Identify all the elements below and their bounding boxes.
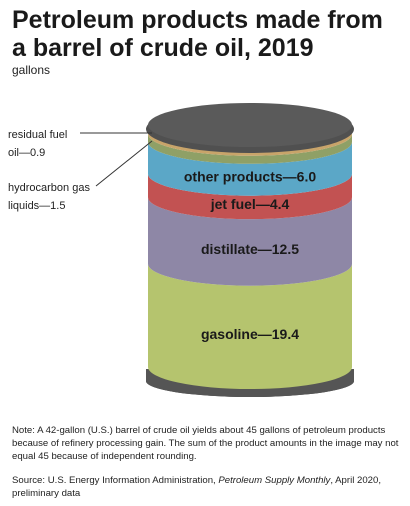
unit-label: gallons: [12, 63, 51, 77]
barrel-segment-hydrocarbon-gas-liquids: [148, 133, 352, 164]
barrel-top-lid-inner: [148, 103, 352, 147]
barrel-segment-other-products: [148, 141, 352, 196]
segment-label-distillate: distillate—12.5: [201, 241, 299, 257]
chart-title: Petroleum products made from a barrel of…: [12, 6, 383, 62]
label-residual-fuel-line2: oil—0.9: [8, 147, 45, 159]
label-hgl-line2: liquids—1.5: [8, 200, 65, 212]
source-prefix: Source: U.S. Energy Information Administ…: [12, 475, 219, 486]
source-publication: Petroleum Supply Monthly: [218, 475, 331, 486]
segment-label-other-products: other products—6.0: [184, 169, 316, 185]
chart-note: Note: A 42-gallon (U.S.) barrel of crude…: [12, 425, 399, 462]
segment-label-gasoline: gasoline—19.4: [201, 326, 299, 342]
label-hgl-line1: hydrocarbon gas: [8, 182, 90, 194]
barrel-segment-distillate: [148, 197, 352, 286]
barrel-segment-jet-fuel: [148, 173, 352, 220]
label-residual-fuel-line1: residual fuel: [8, 129, 67, 141]
chart-source: Source: U.S. Energy Information Administ…: [12, 474, 400, 500]
barrel-segment-gasoline: [148, 263, 352, 389]
segment-label-jet-fuel: jet fuel—4.4: [210, 196, 290, 212]
source-suffix: , April 2020, preliminary data: [12, 475, 382, 499]
barrel-chart: gasoline—19.4 distillate—12.5 jet fuel—4.4…: [8, 103, 354, 397]
leader-line-hgl: [95, 140, 153, 187]
